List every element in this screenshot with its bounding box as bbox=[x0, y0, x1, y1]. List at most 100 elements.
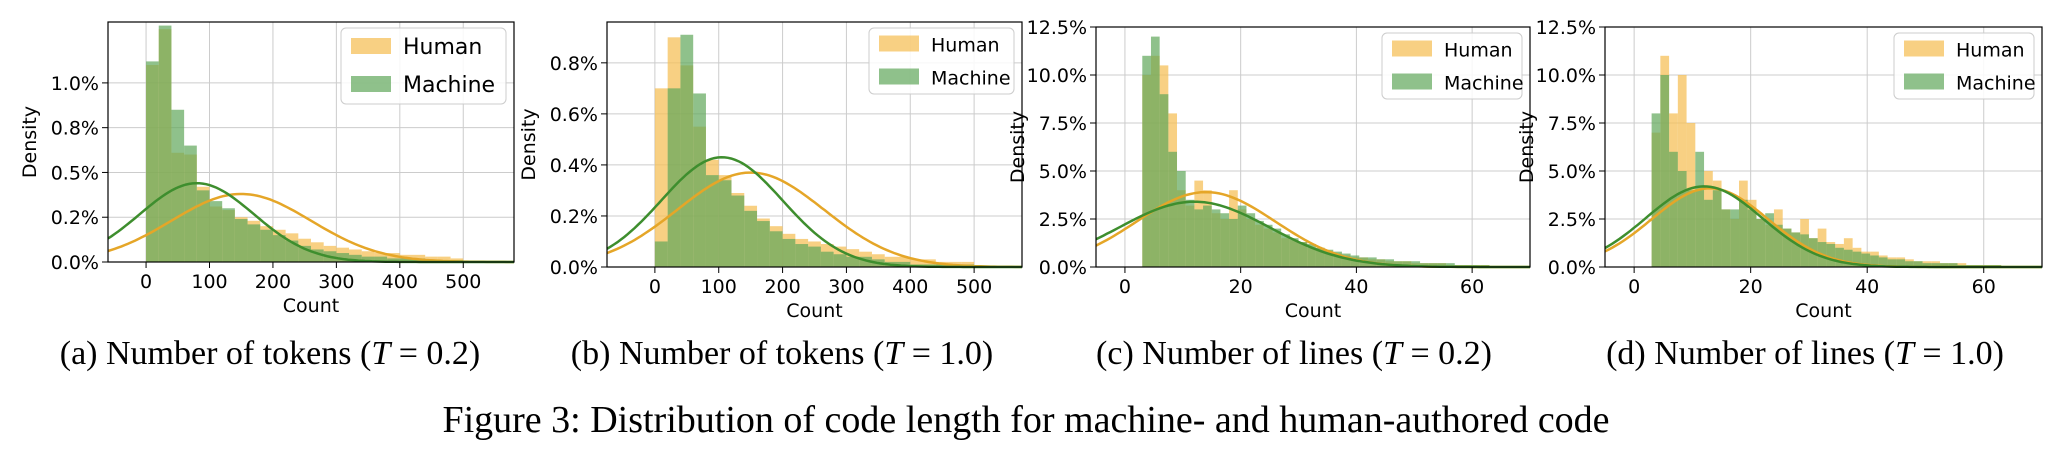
x-axis-label: Count bbox=[1285, 300, 1341, 322]
y-tick-label: 10.0% bbox=[1027, 65, 1087, 87]
subcaption-prefix: (c) Number of lines ( bbox=[1096, 335, 1384, 372]
x-tick-label: 0 bbox=[1119, 276, 1131, 298]
legend-swatch-human bbox=[1392, 40, 1432, 57]
bar-machine bbox=[744, 210, 758, 267]
subcaption-var: T bbox=[1895, 335, 1914, 372]
bar-machine bbox=[1315, 247, 1325, 267]
bar-machine bbox=[1747, 209, 1757, 267]
bar-machine bbox=[1870, 255, 1879, 267]
bar-machine bbox=[1686, 190, 1696, 267]
subcaption-prefix: (a) Number of tokens ( bbox=[59, 335, 372, 372]
y-axis-label: Density bbox=[1516, 111, 1538, 183]
legend-swatch-machine bbox=[1904, 73, 1944, 90]
bar-machine bbox=[1437, 263, 1447, 267]
bar-machine bbox=[705, 175, 719, 267]
x-tick-label: 400 bbox=[382, 271, 418, 293]
bar-machine bbox=[1150, 36, 1160, 267]
bar-human bbox=[910, 259, 924, 267]
x-axis-label: Count bbox=[786, 300, 842, 322]
legend-label-human: Human bbox=[931, 35, 1000, 57]
bar-machine bbox=[718, 180, 732, 267]
x-tick-label: 0 bbox=[140, 271, 152, 293]
bar-machine bbox=[1948, 263, 1958, 267]
y-tick-label: 2.5% bbox=[1039, 209, 1087, 231]
x-tick-label: 0 bbox=[649, 276, 661, 298]
subcaption-suffix: = 0.2) bbox=[1401, 335, 1492, 372]
subcaption-suffix: = 1.0) bbox=[903, 335, 994, 372]
bar-machine bbox=[757, 221, 770, 267]
legend-label-machine: Machine bbox=[1956, 73, 2036, 95]
legend: Human Machine bbox=[1893, 32, 2036, 100]
bar-machine bbox=[146, 61, 159, 262]
y-tick-label: 0.2% bbox=[550, 206, 598, 228]
y-tick-label: 0.8% bbox=[550, 53, 598, 75]
subcaption-c: (c) Number of lines (T = 0.2) bbox=[1060, 335, 1528, 373]
x-tick-label: 500 bbox=[445, 271, 481, 293]
bar-machine bbox=[399, 258, 413, 262]
y-tick-label: 5.0% bbox=[1548, 161, 1596, 183]
bar-machine bbox=[1765, 213, 1774, 267]
legend-label-human: Human bbox=[1444, 40, 1513, 62]
y-tick-label: 7.5% bbox=[1548, 113, 1596, 135]
x-tick-label: 100 bbox=[701, 276, 737, 298]
bar-machine bbox=[1773, 224, 1783, 267]
legend-swatch-machine bbox=[351, 76, 391, 92]
bar-machine bbox=[693, 93, 706, 267]
bar-machine bbox=[1272, 228, 1282, 267]
bar-machine bbox=[1281, 234, 1290, 267]
bar-machine bbox=[1220, 213, 1230, 267]
bar-machine bbox=[1861, 253, 1871, 267]
bar-machine bbox=[1651, 113, 1661, 268]
x-tick-label: 400 bbox=[892, 276, 928, 298]
chart-panel-0: 0 100 200 300 400 500 0.0% 0.2% 0.5% 0.8% 1.0% Coun… bbox=[19, 21, 515, 317]
bar-machine bbox=[1263, 224, 1273, 267]
legend-label-human: Human bbox=[403, 35, 482, 60]
subcaption-prefix: (d) Number of lines ( bbox=[1606, 335, 1895, 372]
bar-machine bbox=[196, 190, 210, 262]
y-tick-label: 0.2% bbox=[51, 207, 99, 229]
y-tick-label: 5.0% bbox=[1039, 161, 1087, 183]
bar-human bbox=[884, 256, 898, 267]
x-tick-label: 40 bbox=[1855, 276, 1879, 298]
bar-machine bbox=[1800, 234, 1809, 267]
bar-machine bbox=[158, 25, 172, 262]
x-tick-label: 20 bbox=[1739, 276, 1763, 298]
bar-machine bbox=[1411, 261, 1421, 267]
y-tick-label: 0.0% bbox=[51, 252, 99, 274]
chart-panel-2: 0 20 40 60 0.0% 2.5% 5.0% 7.5% 10.0% 12.5% Count De… bbox=[1007, 17, 1531, 322]
bar-machine bbox=[1229, 219, 1238, 267]
bar-machine bbox=[222, 208, 235, 262]
bar-machine bbox=[667, 88, 681, 268]
bar-machine bbox=[247, 224, 261, 262]
bar-machine bbox=[1246, 213, 1256, 267]
bar-machine bbox=[1905, 261, 1914, 267]
legend-swatch-human bbox=[351, 38, 391, 54]
chart-panel-3: 0 20 40 60 0.0% 2.5% 5.0% 7.5% 10.0% 12.5% Count De… bbox=[1516, 17, 2043, 322]
y-tick-label: 0.0% bbox=[1039, 257, 1087, 279]
legend-swatch-human bbox=[879, 35, 919, 52]
bar-machine bbox=[1704, 199, 1713, 267]
bar-machine bbox=[1878, 257, 1888, 267]
bar-machine bbox=[846, 256, 860, 267]
bar-human bbox=[654, 88, 668, 268]
bar-machine bbox=[1913, 261, 1923, 267]
x-tick-label: 20 bbox=[1229, 276, 1253, 298]
bar-machine bbox=[1887, 259, 1897, 267]
subcaption-a: (a) Number of tokens (T = 0.2) bbox=[30, 335, 510, 373]
bar-machine bbox=[184, 145, 197, 262]
bar-machine bbox=[1835, 247, 1844, 267]
x-axis-label: Count bbox=[283, 295, 339, 317]
bar-machine bbox=[897, 261, 911, 267]
x-tick-label: 60 bbox=[1972, 276, 1996, 298]
bar-machine bbox=[349, 254, 362, 262]
bar-machine bbox=[1446, 263, 1455, 267]
bar-machine bbox=[1826, 243, 1836, 267]
bar-machine bbox=[1185, 199, 1195, 267]
bar-machine bbox=[1142, 55, 1151, 267]
axes-frame bbox=[1095, 26, 1531, 268]
legend-swatch-human bbox=[1904, 40, 1944, 57]
bar-machine bbox=[1931, 263, 1941, 267]
x-tick-label: 200 bbox=[764, 276, 800, 298]
y-tick-label: 2.5% bbox=[1548, 209, 1596, 231]
bar-machine bbox=[1428, 263, 1438, 267]
